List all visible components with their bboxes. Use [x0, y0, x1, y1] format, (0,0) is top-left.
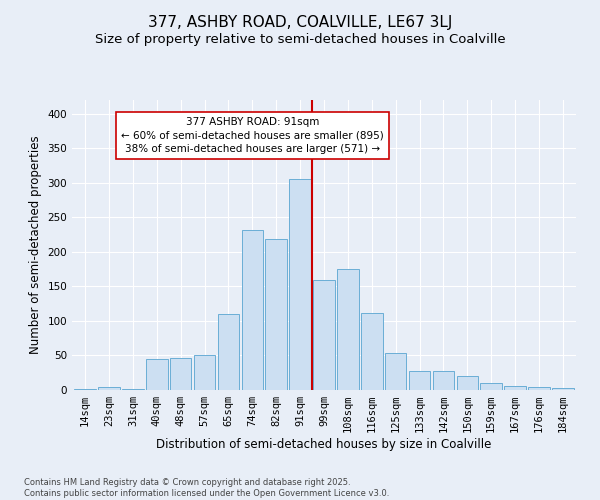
- Bar: [361, 312, 383, 390]
- Bar: [337, 269, 359, 390]
- Y-axis label: Number of semi-detached properties: Number of semi-detached properties: [29, 136, 42, 354]
- Bar: [289, 180, 311, 390]
- Bar: [409, 372, 430, 390]
- Bar: [74, 388, 96, 390]
- Bar: [194, 356, 215, 390]
- Bar: [122, 388, 143, 390]
- X-axis label: Distribution of semi-detached houses by size in Coalville: Distribution of semi-detached houses by …: [157, 438, 491, 451]
- Bar: [98, 386, 120, 390]
- Bar: [146, 359, 167, 390]
- Bar: [385, 354, 406, 390]
- Bar: [481, 383, 502, 390]
- Bar: [433, 372, 454, 390]
- Bar: [170, 358, 191, 390]
- Text: Contains HM Land Registry data © Crown copyright and database right 2025.
Contai: Contains HM Land Registry data © Crown c…: [24, 478, 389, 498]
- Bar: [218, 314, 239, 390]
- Text: 377, ASHBY ROAD, COALVILLE, LE67 3LJ: 377, ASHBY ROAD, COALVILLE, LE67 3LJ: [148, 15, 452, 30]
- Bar: [457, 376, 478, 390]
- Text: Size of property relative to semi-detached houses in Coalville: Size of property relative to semi-detach…: [95, 32, 505, 46]
- Bar: [505, 386, 526, 390]
- Bar: [313, 280, 335, 390]
- Bar: [265, 240, 287, 390]
- Bar: [528, 387, 550, 390]
- Bar: [552, 388, 574, 390]
- Bar: [242, 230, 263, 390]
- Text: 377 ASHBY ROAD: 91sqm
← 60% of semi-detached houses are smaller (895)
38% of sem: 377 ASHBY ROAD: 91sqm ← 60% of semi-deta…: [121, 118, 384, 154]
